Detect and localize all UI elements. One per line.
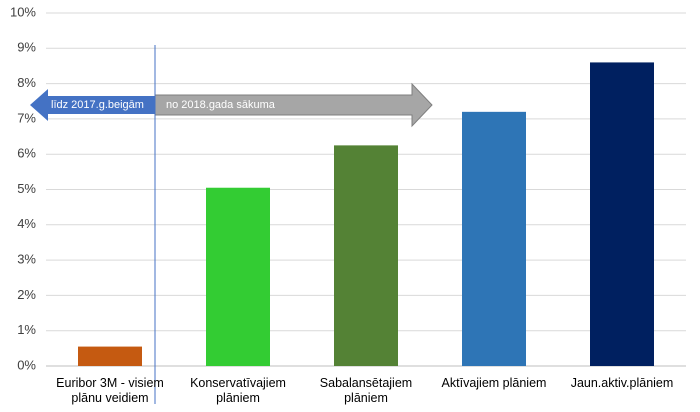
annotation: no 2018.gada sākuma bbox=[166, 99, 276, 111]
y-tick-label: 7% bbox=[17, 110, 36, 125]
bar bbox=[206, 187, 270, 366]
annotation: līdz 2017.g.beigām bbox=[51, 99, 144, 111]
y-tick-label: 5% bbox=[17, 181, 36, 196]
arrow-left bbox=[30, 89, 155, 121]
y-tick-label: 2% bbox=[17, 287, 36, 302]
x-tick-label: Sabalansētajiem plāniem bbox=[319, 376, 413, 405]
x-tick-label: Konservatīvajiem plāniem bbox=[190, 376, 286, 405]
arrow-right bbox=[154, 82, 433, 128]
x-tick-label: Aktīvajiem plāniem bbox=[441, 376, 547, 390]
y-tick-label: 8% bbox=[17, 75, 36, 90]
x-tick-label: Euribor 3M - visiem plānu veidiem bbox=[56, 376, 164, 405]
y-tick-label: 1% bbox=[17, 322, 36, 337]
x-tick-label: Jaun.aktiv.plāniem bbox=[570, 376, 674, 390]
y-tick-label: 3% bbox=[17, 252, 36, 267]
y-tick-label: 6% bbox=[17, 146, 36, 161]
y-tick-label: 10% bbox=[10, 4, 36, 19]
y-tick-label: 9% bbox=[17, 40, 36, 55]
y-tick-label: 0% bbox=[17, 357, 36, 372]
bar bbox=[78, 346, 142, 366]
bar bbox=[334, 145, 398, 366]
bar bbox=[590, 62, 654, 367]
bar bbox=[462, 111, 526, 366]
y-tick-label: 4% bbox=[17, 216, 36, 231]
